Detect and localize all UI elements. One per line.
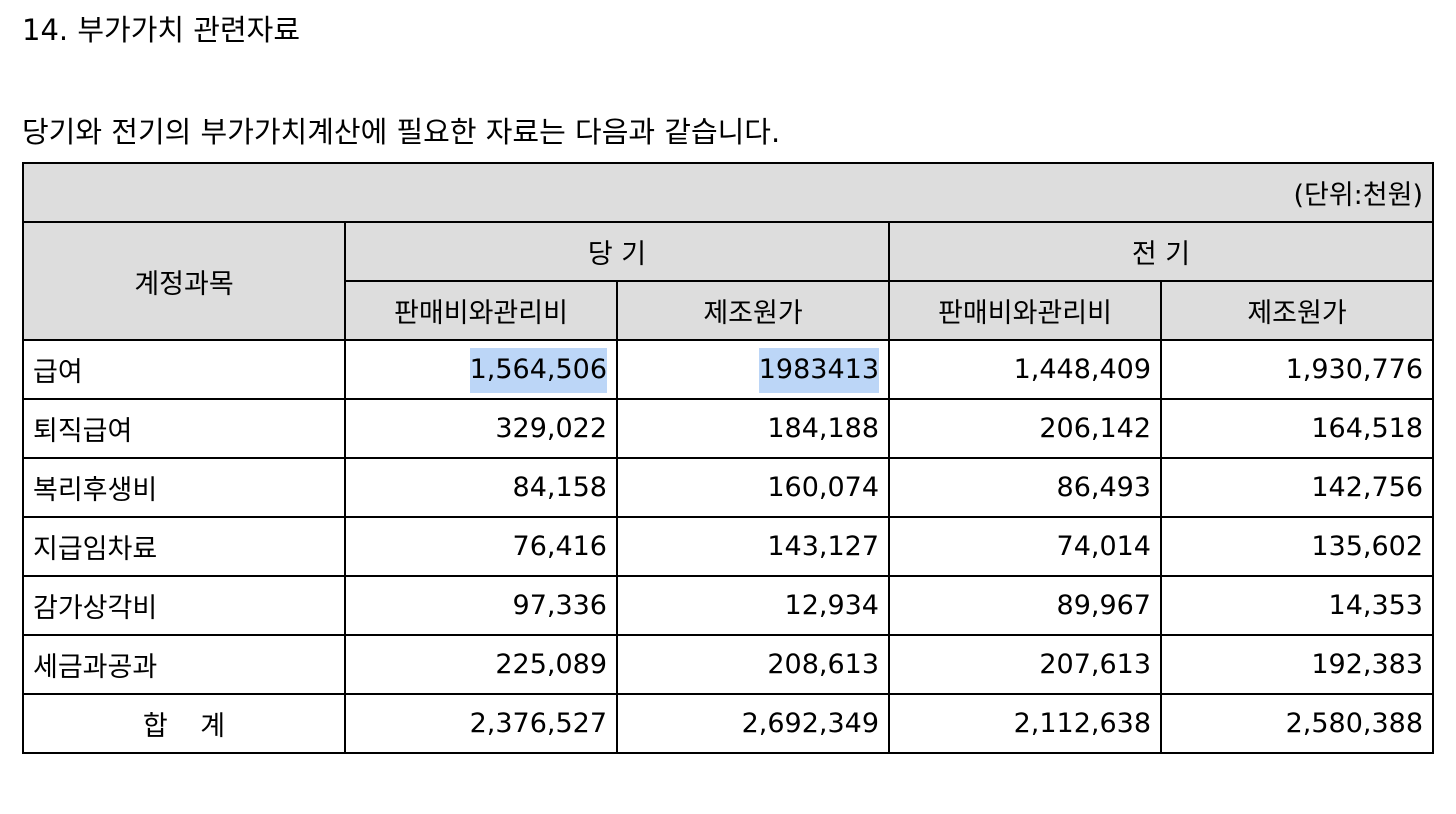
period-header-row: 계정과목 당 기 전 기 — [22, 221, 1434, 341]
section-heading: 14. 부가가치 관련자료 — [22, 13, 300, 47]
intro-text: 당기와 전기의 부가가치계산에 필요한 자료는 다음과 같습니다. — [22, 115, 781, 149]
current-sga-header: 판매비와관리비 — [344, 280, 618, 341]
unit-label: (단위:천원) — [22, 162, 1434, 223]
current-mfg-header: 제조원가 — [616, 280, 890, 341]
current-mfg-cell: 12,934 — [616, 575, 890, 636]
subheader-row: 판매비와관리비 제조원가 판매비와관리비 제조원가 — [23, 280, 1434, 341]
total-prior-mfg: 2,580,388 — [1160, 693, 1434, 754]
account-header: 계정과목 — [22, 221, 346, 341]
account-name: 감가상각비 — [22, 575, 346, 636]
account-name: 복리후생비 — [22, 457, 346, 518]
selected-text[interactable]: 1,564,506 — [469, 348, 607, 393]
table-row: 감가상각비 97,336 12,934 89,967 14,353 — [22, 575, 1434, 636]
prior-mfg-cell: 142,756 — [1160, 457, 1434, 518]
prior-mfg-cell: 164,518 — [1160, 398, 1434, 459]
prior-sga-cell: 89,967 — [888, 575, 1162, 636]
current-sga-cell: 1,564,506 — [344, 339, 618, 400]
prior-mfg-cell: 1,930,776 — [1160, 339, 1434, 400]
prior-mfg-cell: 14,353 — [1160, 575, 1434, 636]
table-row: 세금과공과 225,089 208,613 207,613 192,383 — [22, 634, 1434, 695]
prior-mfg-header: 제조원가 — [1160, 280, 1434, 341]
current-sga-cell: 329,022 — [344, 398, 618, 459]
prior-sga-cell: 86,493 — [888, 457, 1162, 518]
current-period-header: 당 기 — [344, 221, 890, 282]
account-name: 급여 — [22, 339, 346, 400]
table-row: 급여 1,564,506 1983413 1,448,409 1,930,776 — [22, 339, 1434, 400]
total-prior-sga: 2,112,638 — [888, 693, 1162, 754]
account-name: 세금과공과 — [22, 634, 346, 695]
current-sga-cell: 225,089 — [344, 634, 618, 695]
account-name: 퇴직급여 — [22, 398, 346, 459]
value-added-table: (단위:천원) 계정과목 당 기 전 기 판매비와관리비 제조원가 판매비와관리… — [22, 162, 1434, 754]
current-mfg-cell: 143,127 — [616, 516, 890, 577]
total-label: 합 계 — [22, 693, 346, 754]
total-current-mfg: 2,692,349 — [616, 693, 890, 754]
current-mfg-cell: 184,188 — [616, 398, 890, 459]
prior-mfg-cell: 135,602 — [1160, 516, 1434, 577]
total-row: 합 계 2,376,527 2,692,349 2,112,638 2,580,… — [22, 693, 1434, 754]
current-sga-cell: 84,158 — [344, 457, 618, 518]
table-row: 복리후생비 84,158 160,074 86,493 142,756 — [22, 457, 1434, 518]
current-mfg-cell: 1983413 — [616, 339, 890, 400]
prior-sga-cell: 206,142 — [888, 398, 1162, 459]
prior-sga-header: 판매비와관리비 — [888, 280, 1162, 341]
table-row: 지급임차료 76,416 143,127 74,014 135,602 — [22, 516, 1434, 577]
prior-period-header: 전 기 — [888, 221, 1434, 282]
prior-sga-cell: 207,613 — [888, 634, 1162, 695]
unit-row: (단위:천원) — [22, 162, 1434, 223]
current-sga-cell: 76,416 — [344, 516, 618, 577]
total-current-sga: 2,376,527 — [344, 693, 618, 754]
current-sga-cell: 97,336 — [344, 575, 618, 636]
current-mfg-cell: 208,613 — [616, 634, 890, 695]
current-mfg-cell: 160,074 — [616, 457, 890, 518]
table-row: 퇴직급여 329,022 184,188 206,142 164,518 — [22, 398, 1434, 459]
prior-sga-cell: 74,014 — [888, 516, 1162, 577]
selected-text[interactable]: 1983413 — [758, 348, 879, 393]
prior-sga-cell: 1,448,409 — [888, 339, 1162, 400]
prior-mfg-cell: 192,383 — [1160, 634, 1434, 695]
account-name: 지급임차료 — [22, 516, 346, 577]
